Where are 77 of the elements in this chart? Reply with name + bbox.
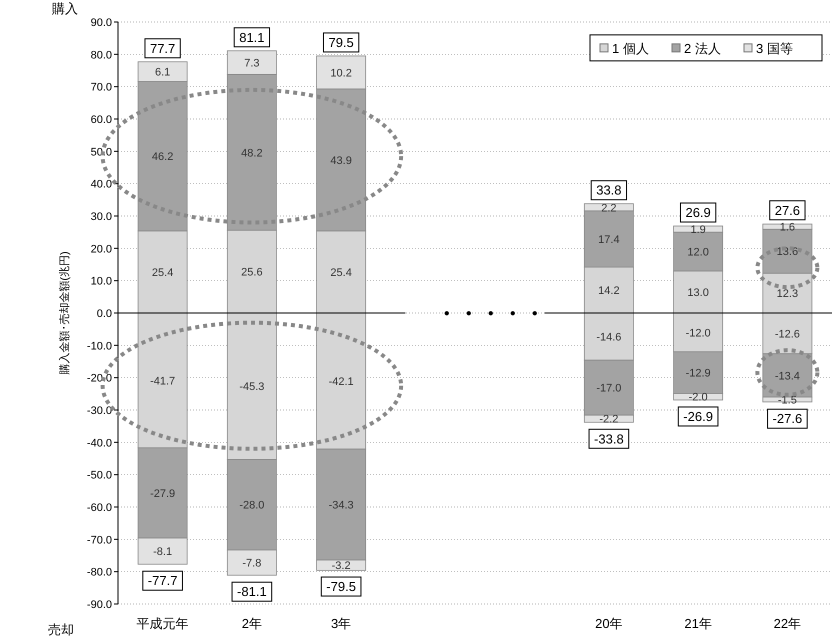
data-label: -7.8: [242, 558, 262, 570]
data-label: 10.2: [330, 67, 352, 80]
data-label: -17.0: [596, 382, 622, 395]
annotation: ・・・・・: [435, 301, 546, 326]
data-label: 48.2: [241, 147, 263, 160]
data-label: -45.3: [239, 381, 264, 394]
data-label: 1.6: [780, 222, 796, 234]
data-label: -2.0: [688, 392, 708, 404]
annotation: 26.9: [685, 205, 711, 220]
annotation: 27.6: [774, 202, 800, 218]
legend-label: 1 個人: [612, 40, 649, 56]
data-label: 1.9: [690, 224, 706, 236]
y-tick-label: -60.0: [86, 502, 112, 514]
y-tick-label: -10.0: [86, 340, 112, 352]
annotation: -33.8: [594, 431, 624, 446]
x-tick-label: 2年: [242, 616, 262, 631]
y-tick-label: 70.0: [90, 82, 112, 94]
annotation: -81.1: [237, 584, 267, 600]
x-tick-label: 平成元年: [136, 616, 189, 631]
x-tick-label: 20年: [595, 616, 623, 631]
annotation: -26.9: [683, 408, 713, 424]
data-label: -14.6: [596, 332, 622, 344]
data-label: 46.2: [152, 151, 174, 164]
data-label: 7.3: [244, 58, 260, 70]
x-tick-label: 21年: [684, 616, 712, 631]
y-axis-title: 購入金額･売却金額(兆円): [58, 251, 71, 375]
data-label: 25.6: [241, 266, 263, 279]
data-label: -2.2: [599, 414, 618, 426]
annotation: 33.8: [596, 182, 622, 198]
annotation: 79.5: [328, 34, 354, 50]
y-tick-label: 0.0: [96, 308, 112, 320]
annotation: -27.6: [772, 411, 802, 426]
data-label: 2.2: [601, 202, 617, 214]
y-tick-label: -30.0: [86, 405, 112, 417]
legend-label: 2 法人: [684, 40, 721, 56]
data-label: 13.0: [687, 286, 709, 299]
data-label: -12.6: [774, 328, 800, 340]
data-label: -42.1: [328, 376, 354, 388]
y-tick-label: 10.0: [90, 276, 112, 288]
y-tick-label: -80.0: [86, 566, 112, 579]
legend-label: 3 国等: [756, 40, 793, 56]
data-label: -41.7: [150, 375, 176, 388]
data-label: -27.9: [150, 488, 176, 500]
text: 購入: [52, 1, 78, 16]
data-label: -3.2: [332, 560, 351, 572]
data-label: 14.2: [598, 285, 620, 298]
text: 売却: [48, 622, 74, 637]
annotation: 77.7: [150, 40, 176, 56]
data-label: 25.4: [152, 266, 174, 279]
data-label: -12.9: [686, 368, 711, 380]
y-tick-label: 30.0: [90, 211, 112, 223]
y-tick-label: 90.0: [90, 17, 112, 29]
data-label: 12.0: [687, 246, 709, 259]
data-label: 25.4: [330, 266, 352, 279]
annotation: 81.1: [239, 30, 265, 45]
data-label: -12.0: [686, 327, 711, 340]
data-label: -13.4: [774, 370, 800, 382]
y-tick-label: 80.0: [90, 49, 112, 62]
data-label: -34.3: [328, 500, 354, 512]
annotation: -77.7: [148, 573, 178, 588]
x-tick-label: 22年: [774, 616, 802, 631]
y-tick-label: -40.0: [86, 437, 112, 450]
data-label: -8.1: [153, 546, 172, 558]
data-label: -28.0: [239, 500, 264, 512]
y-tick-label: -70.0: [86, 534, 112, 546]
y-tick-label: -90.0: [86, 599, 112, 611]
y-tick-label: 40.0: [90, 178, 112, 191]
annotation: -79.5: [326, 579, 356, 594]
y-tick-label: 60.0: [90, 114, 112, 126]
data-label: 12.3: [776, 288, 798, 300]
x-tick-label: 3年: [331, 616, 352, 631]
data-label: 17.4: [598, 234, 620, 246]
y-tick-label: -50.0: [86, 470, 112, 482]
y-tick-label: 20.0: [90, 243, 112, 256]
data-label: 43.9: [330, 154, 352, 167]
data-label: 6.1: [154, 66, 170, 79]
data-label: -1.5: [778, 394, 797, 406]
